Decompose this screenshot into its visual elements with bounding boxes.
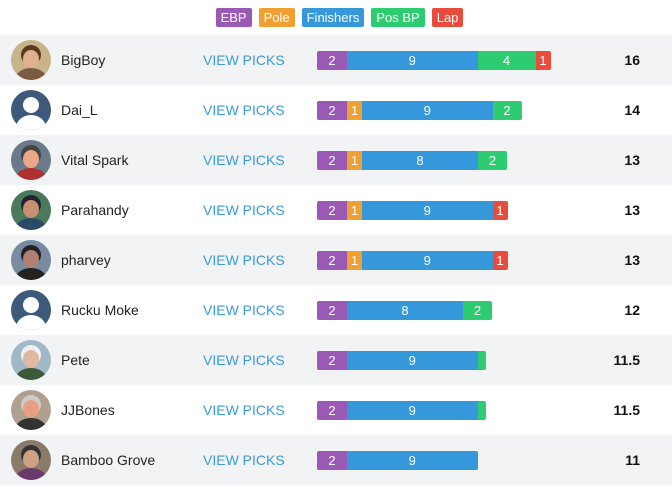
bar-segment-ebp: 2 bbox=[317, 51, 347, 70]
bar-segment-ebp: 2 bbox=[317, 451, 347, 470]
bar-segment-finishers: 9 bbox=[347, 401, 478, 420]
legend: EBP Pole Finishers Pos BP Lap bbox=[0, 0, 672, 35]
bar-segment-posbp: 2 bbox=[478, 151, 507, 170]
legend-posbp: Pos BP bbox=[371, 8, 425, 27]
legend-ebp: EBP bbox=[215, 8, 252, 27]
standings-row: pharvey VIEW PICKS 2 1 9 1 13 bbox=[0, 235, 672, 285]
bar-segment-finishers: 9 bbox=[362, 201, 493, 220]
view-picks-link[interactable]: VIEW PICKS bbox=[203, 252, 285, 268]
legend-lap: Lap bbox=[431, 8, 464, 27]
avatar bbox=[11, 40, 51, 80]
player-name: pharvey bbox=[61, 252, 111, 268]
standings-row: Vital Spark VIEW PICKS 2 1 8 2 13 bbox=[0, 135, 672, 185]
view-picks-link[interactable]: VIEW PICKS bbox=[203, 402, 285, 418]
standings-row: Rucku Moke VIEW PICKS 2 8 2 12 bbox=[0, 285, 672, 335]
avatar bbox=[11, 90, 51, 130]
bar-segment-lap: 1 bbox=[535, 51, 551, 70]
view-picks-link[interactable]: VIEW PICKS bbox=[203, 102, 285, 118]
bar-segment-finishers: 8 bbox=[362, 151, 478, 170]
bar-segment-posbp: 4 bbox=[477, 51, 536, 70]
standings-row: Bamboo Grove VIEW PICKS 2 9 11 bbox=[0, 435, 672, 485]
avatar bbox=[11, 440, 51, 480]
bar-segment-pole: 1 bbox=[347, 251, 362, 270]
bar-segment-lap: 1 bbox=[492, 251, 508, 270]
bar-segment-posbp bbox=[477, 351, 486, 370]
bar-segment-finishers: 9 bbox=[362, 101, 493, 120]
avatar bbox=[11, 340, 51, 380]
bar-segment-posbp bbox=[477, 401, 486, 420]
bar-segment-finishers: 9 bbox=[362, 251, 493, 270]
view-picks-link[interactable]: VIEW PICKS bbox=[203, 152, 285, 168]
view-picks-link[interactable]: VIEW PICKS bbox=[203, 452, 285, 468]
avatar bbox=[11, 140, 51, 180]
player-name: Bamboo Grove bbox=[61, 452, 156, 468]
bar-segment-posbp: 2 bbox=[492, 101, 522, 120]
avatar bbox=[11, 190, 51, 230]
bar-segment-finishers: 9 bbox=[347, 451, 478, 470]
player-name: Pete bbox=[61, 352, 90, 368]
standings-list: BigBoy VIEW PICKS 2 9 4 1 16 Dai_L VIEW PICKS 2 1 9… bbox=[0, 35, 672, 485]
player-name: Rucku Moke bbox=[61, 302, 139, 318]
total-points: 14 bbox=[624, 102, 640, 118]
total-points: 16 bbox=[624, 52, 640, 68]
bar-segment-ebp: 2 bbox=[317, 101, 347, 120]
avatar bbox=[11, 290, 51, 330]
legend-pole: Pole bbox=[258, 8, 295, 27]
standings-row: Dai_L VIEW PICKS 2 1 9 2 14 bbox=[0, 85, 672, 135]
standings-row: Parahandy VIEW PICKS 2 1 9 1 13 bbox=[0, 185, 672, 235]
total-points: 13 bbox=[624, 152, 640, 168]
bar-segment-posbp: 2 bbox=[463, 301, 492, 320]
player-name: Dai_L bbox=[61, 102, 98, 118]
bar-segment-finishers: 9 bbox=[347, 351, 478, 370]
view-picks-link[interactable]: VIEW PICKS bbox=[203, 302, 285, 318]
bar-segment-ebp: 2 bbox=[317, 401, 347, 420]
player-name: Vital Spark bbox=[61, 152, 129, 168]
view-picks-link[interactable]: VIEW PICKS bbox=[203, 202, 285, 218]
bar-segment-pole: 1 bbox=[347, 201, 362, 220]
bar-segment-pole: 1 bbox=[347, 101, 362, 120]
legend-finishers: Finishers bbox=[301, 8, 365, 27]
total-points: 11.5 bbox=[613, 402, 640, 418]
avatar bbox=[11, 390, 51, 430]
bar-segment-ebp: 2 bbox=[317, 251, 347, 270]
player-name: Parahandy bbox=[61, 202, 129, 218]
player-name: JJBones bbox=[61, 402, 115, 418]
total-points: 12 bbox=[624, 302, 640, 318]
bar-segment-pole: 1 bbox=[347, 151, 362, 170]
bar-segment-ebp: 2 bbox=[317, 301, 347, 320]
bar-segment-ebp: 2 bbox=[317, 351, 347, 370]
bar-segment-finishers: 9 bbox=[347, 51, 478, 70]
standings-row: BigBoy VIEW PICKS 2 9 4 1 16 bbox=[0, 35, 672, 85]
total-points: 13 bbox=[624, 252, 640, 268]
bar-segment-finishers: 8 bbox=[347, 301, 463, 320]
avatar bbox=[11, 240, 51, 280]
player-name: BigBoy bbox=[61, 52, 106, 68]
view-picks-link[interactable]: VIEW PICKS bbox=[203, 52, 285, 68]
bar-segment-ebp: 2 bbox=[317, 201, 347, 220]
standings-row: JJBones VIEW PICKS 2 9 11.5 bbox=[0, 385, 672, 435]
total-points: 13 bbox=[624, 202, 640, 218]
total-points: 11 bbox=[625, 452, 640, 468]
bar-segment-ebp: 2 bbox=[317, 151, 347, 170]
bar-segment-lap: 1 bbox=[492, 201, 508, 220]
standings-row: Pete VIEW PICKS 2 9 11.5 bbox=[0, 335, 672, 385]
view-picks-link[interactable]: VIEW PICKS bbox=[203, 352, 285, 368]
total-points: 11.5 bbox=[613, 352, 640, 368]
